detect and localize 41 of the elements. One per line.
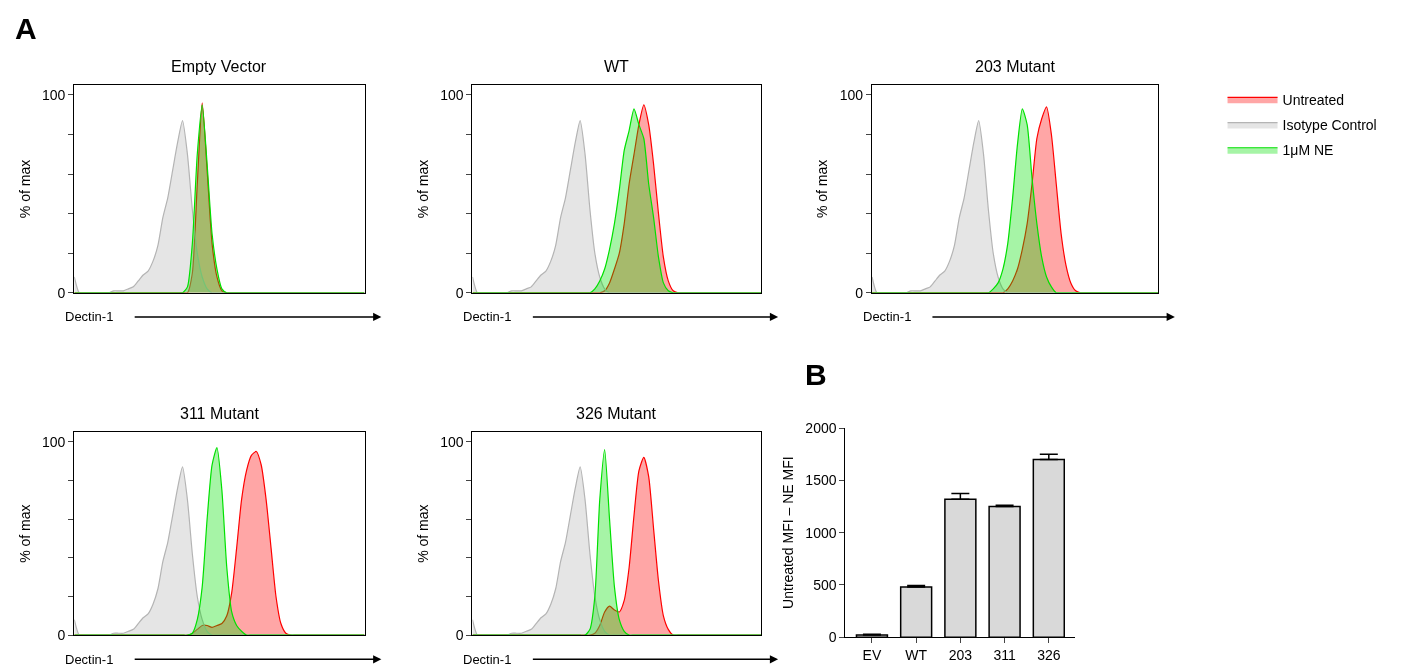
y-tick-label: 100 (42, 86, 66, 103)
y-tick-label: 0 (57, 627, 66, 644)
y-tick-label: 100 (42, 433, 66, 450)
chart-title: 326 Mutant (576, 405, 657, 422)
y-tick-label: 100 (440, 86, 464, 103)
text: A (15, 12, 37, 45)
y-tick-label: 0 (455, 627, 464, 644)
y-tick-label: 0 (855, 284, 864, 301)
x-tick-label: EV (862, 647, 882, 664)
y-axis-title: % of max (16, 159, 33, 219)
y-tick-label: 500 (813, 576, 837, 593)
y-tick-label: 2000 (805, 420, 837, 437)
y-tick-label: 0 (57, 284, 66, 301)
text: B (805, 358, 827, 391)
x-axis-title: Dectin-1 (863, 309, 912, 324)
legend-label: 1μM NE (1282, 142, 1334, 159)
chart-title: WT (604, 58, 630, 75)
chart-title: 203 Mutant (975, 58, 1056, 75)
x-tick-label: 203 (948, 647, 973, 664)
y-tick-label: 100 (440, 433, 464, 450)
x-tick-label: 326 (1037, 647, 1061, 664)
x-axis-title: Dectin-1 (65, 652, 114, 667)
x-tick-label: 311 (993, 647, 1016, 664)
legend-label: Isotype Control (1282, 117, 1377, 134)
y-axis-title: % of max (414, 504, 431, 563)
y-axis-title: % of max (16, 504, 33, 563)
y-tick-label: 1000 (805, 524, 837, 541)
y-axis-title: % of max (414, 159, 431, 219)
x-axis-title: Dectin-1 (65, 309, 114, 324)
y-tick-label: 1500 (805, 472, 837, 489)
legend-label: Untreated (1282, 91, 1345, 108)
y-axis-title: % of max (814, 159, 831, 219)
y-tick-label: 0 (828, 629, 837, 646)
chart-title: Empty Vector (171, 58, 267, 75)
x-tick-label: WT (905, 647, 928, 664)
x-axis-title: Dectin-1 (463, 652, 512, 667)
y-tick-label: 0 (455, 284, 464, 301)
chart-title: 311 Mutant (180, 405, 260, 422)
x-axis-title: Dectin-1 (463, 309, 512, 324)
y-tick-label: 100 (839, 86, 864, 103)
y-axis-title: Untreated MFI – NE MFI (779, 456, 796, 609)
